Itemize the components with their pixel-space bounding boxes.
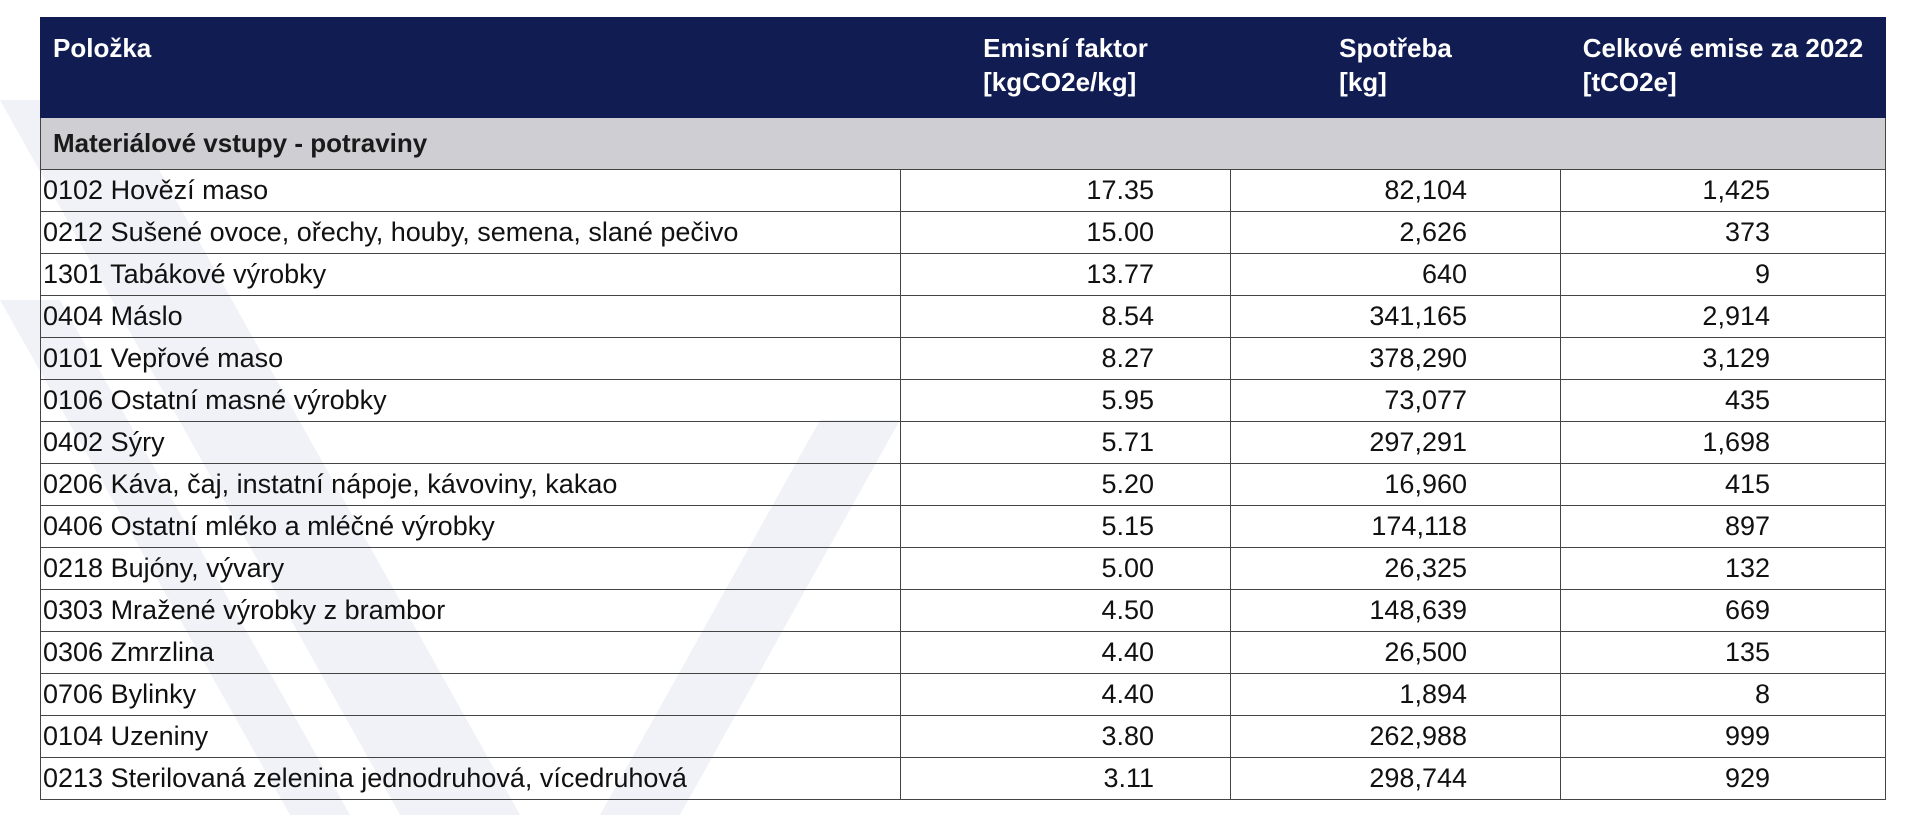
total-emissions-value: 373 <box>1560 211 1886 254</box>
header-row: Položka Emisní faktor [kgCO2e/kg] Spotře… <box>40 17 1886 118</box>
header-total-emissions: Celkové emise za 2022 [tCO2e] <box>1560 17 1886 118</box>
emission-factor-value: 5.95 <box>900 379 1231 422</box>
consumption-value: 297,291 <box>1230 421 1561 464</box>
consumption-value: 298,744 <box>1230 757 1561 800</box>
header-consumption: Spotřeba [kg] <box>1230 17 1561 118</box>
emission-factor-value: 5.71 <box>900 421 1231 464</box>
table-row: 0212 Sušené ovoce, ořechy, houby, semena… <box>40 211 1886 254</box>
total-emissions-value: 132 <box>1560 547 1886 590</box>
total-emissions-value: 435 <box>1560 379 1886 422</box>
total-emissions-value: 999 <box>1560 715 1886 758</box>
table-row: 0102 Hovězí maso 17.35 82,104 1,425 <box>40 169 1886 212</box>
emission-factor-value: 4.40 <box>900 673 1231 716</box>
emissions-table-container: Položka Emisní faktor [kgCO2e/kg] Spotře… <box>40 17 1886 800</box>
total-emissions-value: 3,129 <box>1560 337 1886 380</box>
table-row: 0406 Ostatní mléko a mléčné výrobky 5.15… <box>40 505 1886 548</box>
consumption-value: 341,165 <box>1230 295 1561 338</box>
consumption-value: 148,639 <box>1230 589 1561 632</box>
table-row: 0706 Bylinky 4.40 1,894 8 <box>40 673 1886 716</box>
total-emissions-value: 9 <box>1560 253 1886 296</box>
consumption-value: 262,988 <box>1230 715 1561 758</box>
item-name: 0406 Ostatní mléko a mléčné výrobky <box>40 505 901 548</box>
item-name: 0102 Hovězí maso <box>40 169 901 212</box>
emission-factor-value: 15.00 <box>900 211 1231 254</box>
consumption-value: 378,290 <box>1230 337 1561 380</box>
table-row: 0404 Máslo 8.54 341,165 2,914 <box>40 295 1886 338</box>
table-row: 0218 Bujóny, vývary 5.00 26,325 132 <box>40 547 1886 590</box>
consumption-value: 26,325 <box>1230 547 1561 590</box>
total-emissions-value: 929 <box>1560 757 1886 800</box>
header-item: Položka <box>40 17 901 118</box>
emission-factor-value: 4.50 <box>900 589 1231 632</box>
table-row: 0104 Uzeniny 3.80 262,988 999 <box>40 715 1886 758</box>
table-row: 0303 Mražené výrobky z brambor 4.50 148,… <box>40 589 1886 632</box>
item-name: 0206 Káva, čaj, instatní nápoje, kávovin… <box>40 463 901 506</box>
table-row: 0402 Sýry 5.71 297,291 1,698 <box>40 421 1886 464</box>
consumption-value: 82,104 <box>1230 169 1561 212</box>
item-name: 0101 Vepřové maso <box>40 337 901 380</box>
consumption-value: 26,500 <box>1230 631 1561 674</box>
item-name: 0218 Bujóny, vývary <box>40 547 901 590</box>
emission-factor-value: 17.35 <box>900 169 1231 212</box>
emission-factor-value: 5.00 <box>900 547 1231 590</box>
consumption-value: 73,077 <box>1230 379 1561 422</box>
emission-factor-value: 8.54 <box>900 295 1231 338</box>
item-name: 0212 Sušené ovoce, ořechy, houby, semena… <box>40 211 901 254</box>
consumption-value: 16,960 <box>1230 463 1561 506</box>
consumption-value: 1,894 <box>1230 673 1561 716</box>
total-emissions-value: 8 <box>1560 673 1886 716</box>
item-name: 0303 Mražené výrobky z brambor <box>40 589 901 632</box>
total-emissions-value: 669 <box>1560 589 1886 632</box>
total-emissions-value: 1,425 <box>1560 169 1886 212</box>
table-row: 0101 Vepřové maso 8.27 378,290 3,129 <box>40 337 1886 380</box>
table-header: Položka Emisní faktor [kgCO2e/kg] Spotře… <box>40 17 1886 118</box>
table-row: 0106 Ostatní masné výrobky 5.95 73,077 4… <box>40 379 1886 422</box>
table-row: 0306 Zmrzlina 4.40 26,500 135 <box>40 631 1886 674</box>
total-emissions-value: 135 <box>1560 631 1886 674</box>
item-name: 0402 Sýry <box>40 421 901 464</box>
item-name: 0404 Máslo <box>40 295 901 338</box>
total-emissions-value: 897 <box>1560 505 1886 548</box>
table-row: 0213 Sterilovaná zelenina jednodruhová, … <box>40 757 1886 800</box>
emission-factor-value: 3.80 <box>900 715 1231 758</box>
consumption-value: 174,118 <box>1230 505 1561 548</box>
item-name: 0306 Zmrzlina <box>40 631 901 674</box>
consumption-value: 640 <box>1230 253 1561 296</box>
emission-factor-value: 3.11 <box>900 757 1231 800</box>
item-name: 0213 Sterilovaná zelenina jednodruhová, … <box>40 757 901 800</box>
total-emissions-value: 1,698 <box>1560 421 1886 464</box>
section-row: Materiálové vstupy - potraviny <box>40 117 1886 170</box>
item-name: 0706 Bylinky <box>40 673 901 716</box>
item-name: 0106 Ostatní masné výrobky <box>40 379 901 422</box>
total-emissions-value: 2,914 <box>1560 295 1886 338</box>
emission-factor-value: 8.27 <box>900 337 1231 380</box>
emission-factor-value: 13.77 <box>900 253 1231 296</box>
consumption-value: 2,626 <box>1230 211 1561 254</box>
table-row: 0206 Káva, čaj, instatní nápoje, kávovin… <box>40 463 1886 506</box>
emission-factor-value: 4.40 <box>900 631 1231 674</box>
item-name: 1301 Tabákové výrobky <box>40 253 901 296</box>
total-emissions-value: 415 <box>1560 463 1886 506</box>
item-name: 0104 Uzeniny <box>40 715 901 758</box>
emission-factor-value: 5.15 <box>900 505 1231 548</box>
header-emission-factor: Emisní faktor [kgCO2e/kg] <box>900 17 1231 118</box>
emission-factor-value: 5.20 <box>900 463 1231 506</box>
emissions-table: Položka Emisní faktor [kgCO2e/kg] Spotře… <box>40 17 1886 800</box>
table-body: Materiálové vstupy - potraviny 0102 Hově… <box>40 117 1886 800</box>
section-title: Materiálové vstupy - potraviny <box>40 117 1886 170</box>
table-row: 1301 Tabákové výrobky 13.77 640 9 <box>40 253 1886 296</box>
